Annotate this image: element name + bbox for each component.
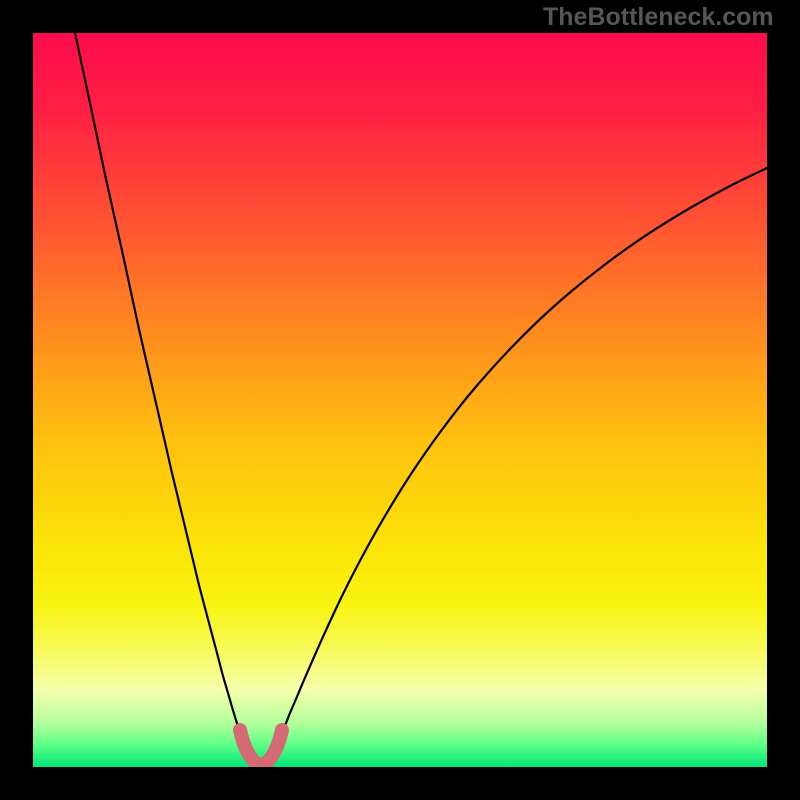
bottleneck-chart [33,33,767,767]
gradient-background [33,33,767,767]
watermark-text: TheBottleneck.com [543,3,774,32]
